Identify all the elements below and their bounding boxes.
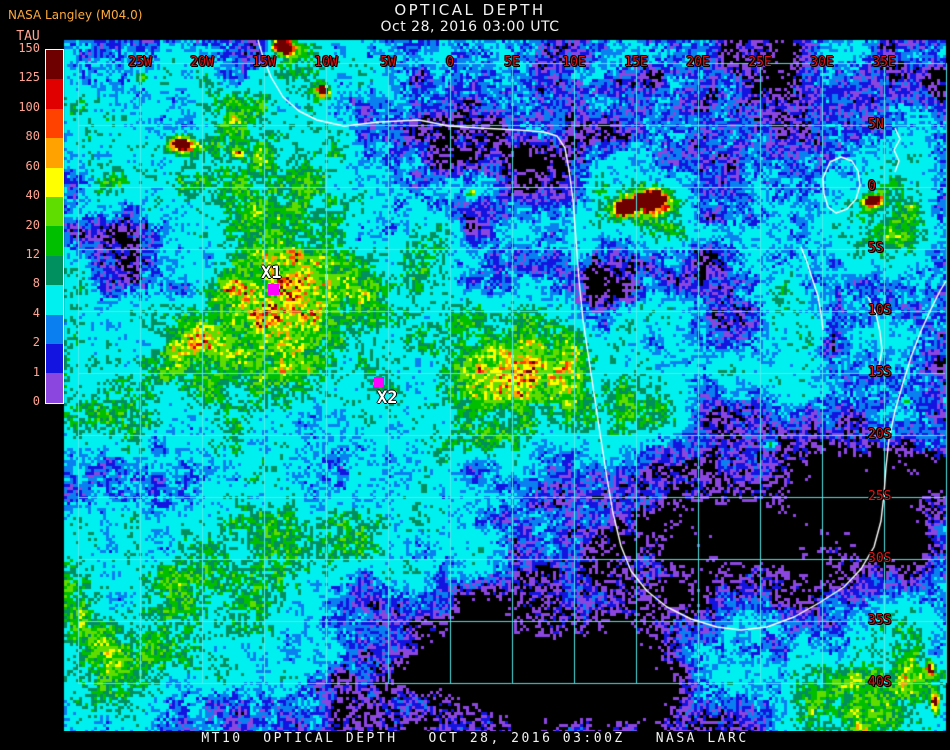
colorbar-tick: 4 <box>32 305 40 320</box>
longitude-label: 15E <box>624 55 648 70</box>
colorbar-tick: 0 <box>32 394 40 408</box>
latitude-label: 15S <box>868 365 892 380</box>
colorbar-segment <box>46 197 63 227</box>
colorbar-tick: 20 <box>25 217 40 232</box>
longitude-label: 10E <box>562 55 586 70</box>
latitude-label: 35S <box>868 613 892 628</box>
site-marker-label: X2 <box>377 388 398 408</box>
colorbar-tick: 40 <box>25 188 40 203</box>
latitude-label: 5S <box>868 241 884 256</box>
colorbar-tick: 12 <box>25 246 40 261</box>
colorbar-tick: 2 <box>32 335 40 350</box>
latitude-label: 5N <box>868 117 884 132</box>
longitude-label: 0 <box>446 55 454 70</box>
page-title: OPTICAL DEPTH <box>394 1 546 19</box>
footer-bar: MT10 OPTICAL DEPTH OCT 28, 2016 03:00Z N… <box>0 731 950 750</box>
colorbar-segment <box>46 108 63 139</box>
colorbar-segment <box>46 255 63 286</box>
latitude-label: 40S <box>868 675 892 690</box>
latitude-label: 25S <box>868 489 892 504</box>
latitude-label: 0 <box>868 179 876 194</box>
brand-label: NASA Langley (M04.0) <box>8 8 143 22</box>
latitude-label: 10S <box>868 303 892 318</box>
colorbar-tick: 60 <box>25 158 40 173</box>
longitude-label: 25W <box>128 55 152 70</box>
colorbar <box>45 49 64 404</box>
timestamp-subtitle: Oct 28, 2016 03:00 UTC <box>380 19 560 35</box>
longitude-label: 20E <box>686 55 710 70</box>
colorbar-tick: 150 <box>18 41 40 55</box>
longitude-label: 5W <box>380 55 396 70</box>
longitude-label: 5E <box>504 55 520 70</box>
footer-text: MT10 OPTICAL DEPTH OCT 28, 2016 03:00Z N… <box>201 731 749 746</box>
site-marker-label: X1 <box>261 263 282 283</box>
colorbar-segment <box>46 79 63 109</box>
longitude-label: 20W <box>190 55 214 70</box>
latitude-label: 20S <box>868 427 892 442</box>
colorbar-tick: 100 <box>18 99 40 114</box>
colorbar-segment <box>46 167 63 198</box>
site-marker-dot <box>268 284 279 295</box>
colorbar-segment <box>46 344 63 374</box>
longitude-label: 35E <box>872 55 896 70</box>
colorbar-segment <box>46 50 63 80</box>
latitude-label: 30S <box>868 551 892 566</box>
longitude-label: 30E <box>810 55 834 70</box>
site-marker-dot <box>374 377 384 387</box>
colorbar-segment <box>46 373 63 403</box>
colorbar-tick: 80 <box>25 129 40 144</box>
colorbar-tick: 1 <box>32 364 40 379</box>
longitude-label: 25E <box>748 55 772 70</box>
colorbar-tick: 125 <box>18 70 40 85</box>
colorbar-segment <box>46 138 63 168</box>
colorbar-title: TAU <box>16 29 40 44</box>
colorbar-segment <box>46 226 63 256</box>
colorbar-segment <box>46 314 63 345</box>
colorbar-tick: 8 <box>32 276 40 291</box>
longitude-label: 15W <box>252 55 276 70</box>
longitude-label: 10W <box>314 55 338 70</box>
colorbar-segment <box>46 285 63 315</box>
